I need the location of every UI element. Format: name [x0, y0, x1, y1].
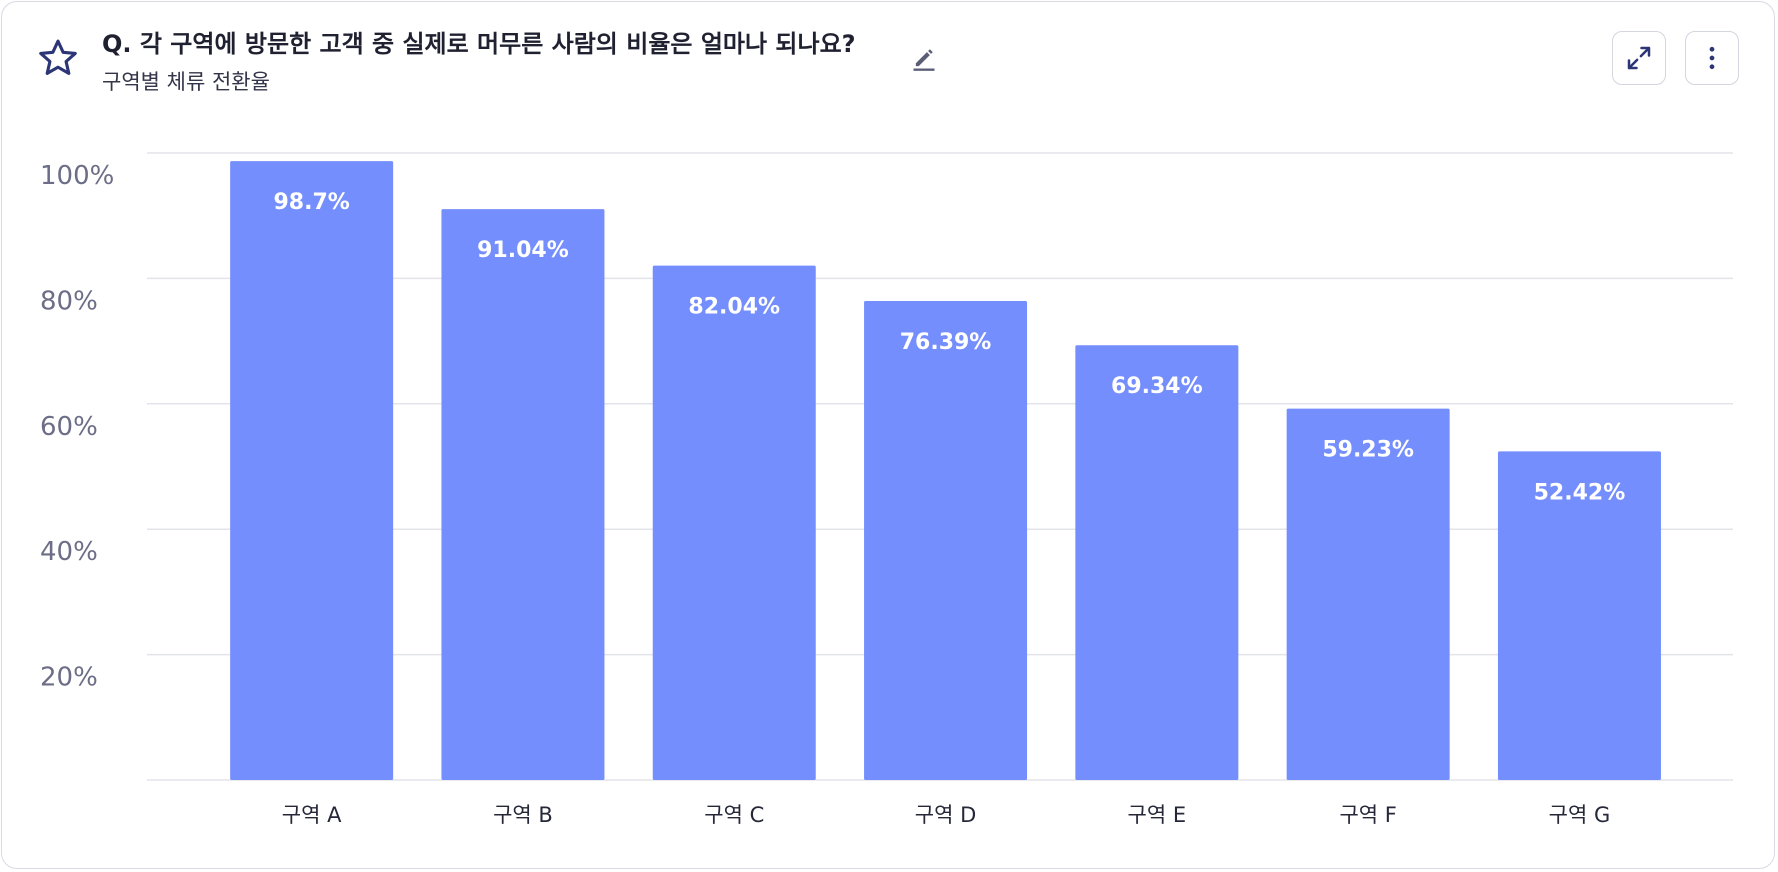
- y-tick-label: 40%: [40, 537, 98, 567]
- y-tick-label: 100%: [40, 161, 114, 191]
- chart-subtitle: 구역별 체류 전환율: [102, 70, 270, 94]
- bar-value-label: 91.04%: [477, 238, 569, 263]
- x-category-label: 구역 D: [915, 803, 977, 827]
- bar-value-label: 69.34%: [1111, 374, 1203, 399]
- y-tick-label: 80%: [40, 286, 98, 316]
- chart-title: Q. 각 구역에 방문한 고객 중 실제로 머무른 사람의 비율은 얼마나 되나…: [102, 30, 856, 58]
- bar-value-label: 82.04%: [688, 295, 780, 320]
- bar: [1497, 451, 1661, 780]
- x-category-label: 구역 A: [282, 803, 342, 827]
- bar: [864, 301, 1028, 780]
- x-category-label: 구역 G: [1549, 803, 1611, 827]
- star-icon[interactable]: [36, 36, 80, 80]
- bar-value-label: 59.23%: [1322, 438, 1414, 463]
- expand-icon: [1627, 46, 1651, 70]
- bar-value-label: 52.42%: [1534, 480, 1626, 505]
- bar: [441, 209, 605, 780]
- x-category-label: 구역 B: [493, 803, 553, 827]
- bar-value-label: 76.39%: [900, 330, 992, 355]
- x-category-label: 구역 F: [1339, 803, 1396, 827]
- bar: [1075, 345, 1239, 780]
- x-category-label: 구역 E: [1128, 803, 1187, 827]
- bar: [1286, 408, 1450, 780]
- expand-button[interactable]: [1612, 31, 1666, 85]
- y-tick-label: 20%: [40, 663, 98, 693]
- bar: [230, 161, 394, 780]
- more-vertical-icon: [1709, 46, 1715, 70]
- x-category-label: 구역 C: [704, 803, 764, 827]
- bar-value-label: 98.7%: [273, 190, 349, 215]
- bar: [652, 265, 816, 780]
- y-tick-label: 60%: [40, 412, 98, 442]
- edit-icon[interactable]: [910, 44, 938, 72]
- more-options-button[interactable]: [1685, 31, 1739, 85]
